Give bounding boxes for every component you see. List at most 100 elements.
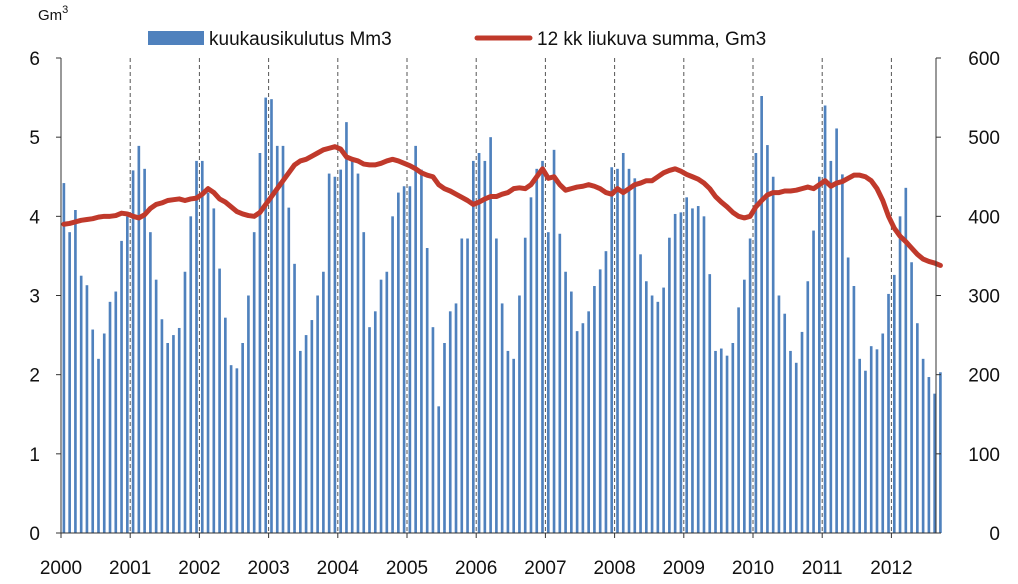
y-left-tick-label: 5 — [29, 128, 40, 149]
bar — [696, 206, 700, 534]
bar — [368, 327, 371, 533]
bar — [518, 295, 521, 533]
legend-label-bars: kuukausikulutus Mm3 — [209, 29, 392, 50]
bar — [806, 281, 810, 533]
x-tick-label: 2011 — [802, 558, 843, 579]
bar — [823, 105, 827, 533]
bar — [927, 377, 931, 533]
bar — [125, 216, 129, 533]
bar — [766, 145, 769, 533]
bar — [362, 232, 366, 534]
bar — [172, 335, 175, 533]
bar — [460, 238, 464, 533]
bar — [621, 153, 625, 533]
y-left-tick-label: 4 — [29, 207, 40, 228]
x-tick-label: 2002 — [178, 558, 220, 579]
x-tick-label: 2012 — [870, 558, 912, 579]
bar — [420, 169, 423, 534]
y-left-tick-label: 3 — [29, 287, 40, 308]
bar — [725, 355, 729, 533]
legend-label-line: 12 kk liukuva summa, Gm3 — [537, 29, 766, 50]
bar — [62, 183, 66, 533]
bar — [154, 279, 158, 533]
bar — [881, 333, 885, 533]
bar — [345, 122, 348, 534]
bar — [397, 192, 400, 533]
bar — [68, 232, 71, 534]
y-right-tick-label: 300 — [968, 287, 1000, 308]
bar — [656, 301, 660, 533]
bar — [892, 274, 896, 533]
bar — [869, 346, 873, 533]
bar — [598, 269, 602, 534]
bar — [616, 168, 619, 533]
bar — [298, 350, 302, 533]
bar — [218, 268, 221, 533]
x-tick-label: 2001 — [109, 558, 151, 579]
bar — [137, 145, 141, 534]
bar — [593, 286, 596, 533]
bar — [777, 295, 781, 533]
bar — [97, 358, 100, 533]
bar — [143, 168, 146, 533]
x-tick-label: 2008 — [593, 558, 635, 579]
bar — [546, 232, 550, 534]
bar — [685, 197, 689, 533]
legend-swatch-bars — [148, 31, 204, 45]
bar — [177, 327, 181, 533]
bar — [339, 169, 343, 534]
bar — [737, 307, 740, 534]
bar — [131, 170, 135, 534]
bar — [523, 237, 527, 533]
bar — [85, 285, 89, 533]
bar — [719, 348, 723, 533]
bar — [408, 186, 412, 533]
bar — [108, 301, 112, 533]
bar — [541, 160, 544, 534]
bar — [570, 291, 573, 533]
bar — [731, 343, 735, 533]
y-right-tick-label: 0 — [989, 524, 1000, 545]
bar — [402, 186, 406, 533]
bar — [921, 358, 925, 533]
bar — [275, 145, 279, 534]
plot-frame — [56, 57, 941, 538]
y-right-tick-label: 400 — [968, 207, 1000, 228]
bar — [760, 96, 763, 533]
bar — [841, 174, 844, 534]
x-tick-label: 2009 — [663, 558, 705, 579]
bar — [414, 145, 417, 534]
bar — [149, 232, 152, 534]
bar — [898, 216, 902, 533]
bar — [241, 343, 244, 533]
bar — [247, 295, 250, 533]
y-left-tick-label: 6 — [29, 49, 40, 70]
bar — [224, 317, 227, 533]
bar — [425, 248, 429, 533]
bar — [333, 176, 337, 533]
bar — [575, 331, 579, 534]
x-tick-label: 2004 — [317, 558, 360, 579]
bar — [200, 160, 204, 534]
y-right-tick-label: 200 — [968, 366, 1000, 387]
bar — [627, 168, 631, 533]
bar — [350, 160, 354, 534]
bar — [356, 173, 360, 533]
bar — [564, 271, 567, 533]
bar — [743, 279, 746, 533]
bar — [512, 358, 516, 533]
bar — [391, 216, 394, 533]
bar — [373, 311, 377, 533]
bar — [535, 168, 539, 533]
bar — [754, 153, 758, 533]
bar — [477, 153, 481, 533]
bar — [852, 286, 856, 533]
bar — [506, 350, 510, 533]
bar — [916, 323, 919, 533]
bar — [933, 393, 936, 533]
bar — [322, 271, 325, 533]
bar — [812, 230, 815, 533]
bar — [270, 99, 273, 534]
bar — [316, 295, 319, 533]
bar — [437, 406, 441, 533]
